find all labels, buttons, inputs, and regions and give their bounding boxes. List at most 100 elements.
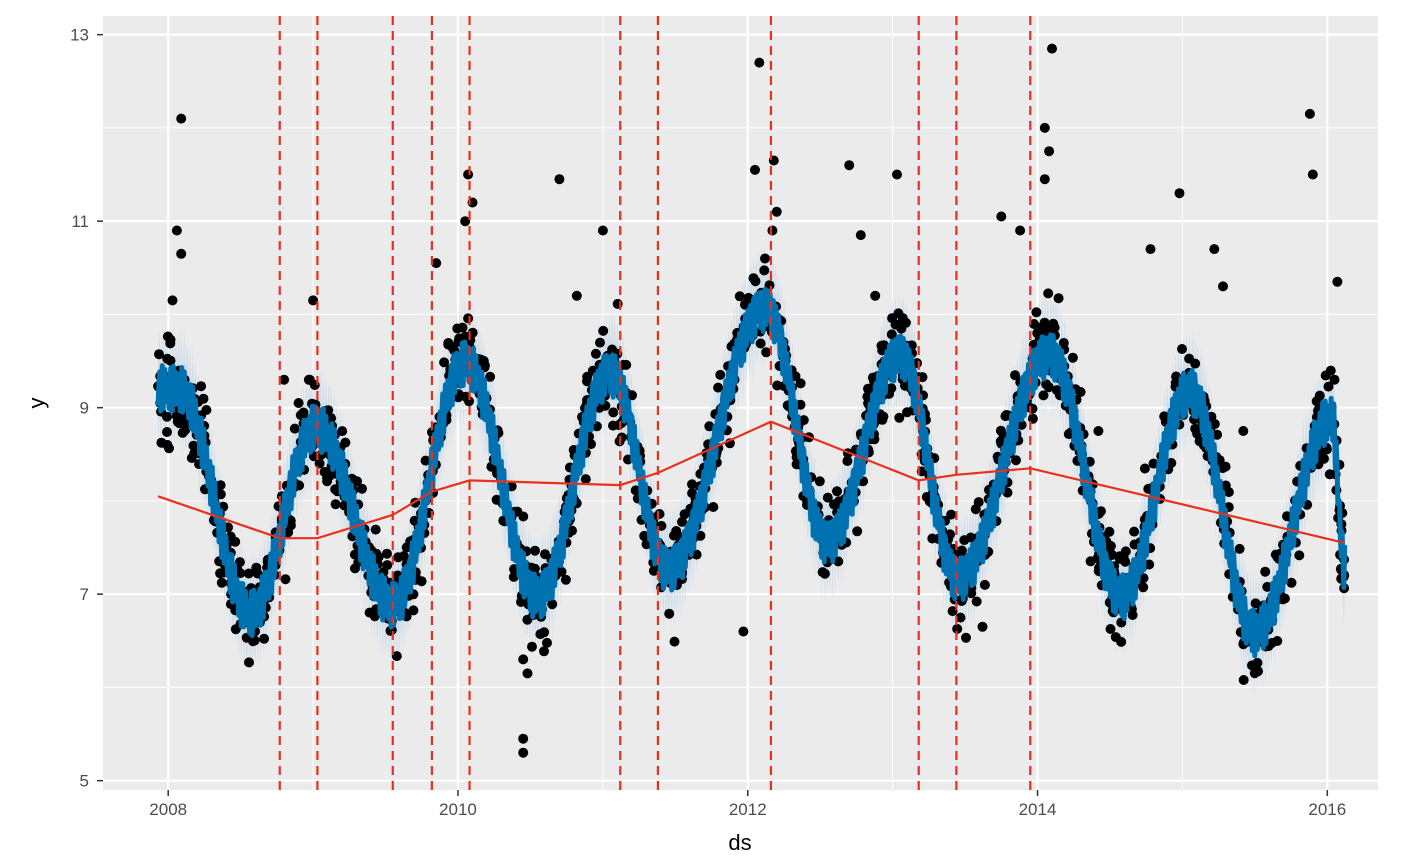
observed-point [1234, 543, 1245, 554]
observed-point [463, 169, 474, 180]
observed-point [760, 253, 770, 264]
observed-point [1084, 456, 1095, 467]
observed-point [1174, 188, 1185, 199]
observed-point [1260, 566, 1271, 577]
observed-point [1043, 288, 1054, 299]
observed-point [790, 371, 801, 382]
y-tick-label: 9 [80, 399, 89, 418]
observed-point [340, 437, 351, 448]
observed-point [518, 747, 529, 758]
observed-point [1038, 321, 1049, 332]
observed-point [995, 425, 1006, 436]
observed-point [862, 391, 873, 402]
observed-point [1105, 624, 1116, 634]
observed-point [162, 353, 173, 364]
observed-point [1031, 307, 1042, 318]
observed-point [1044, 146, 1055, 157]
observed-point [382, 560, 393, 571]
observed-point [855, 230, 866, 241]
x-tick-label: 2012 [729, 800, 767, 819]
observed-point [530, 545, 540, 556]
observed-point [188, 440, 199, 451]
y-axis-title: y [24, 398, 49, 409]
observed-point [1252, 657, 1263, 668]
observed-point [1286, 577, 1297, 588]
observed-point [1067, 352, 1078, 363]
observed-point [1319, 453, 1329, 464]
observed-point [1272, 636, 1283, 646]
observed-point [1262, 581, 1273, 592]
observed-point [1145, 244, 1156, 255]
observed-point [1053, 293, 1064, 304]
observed-point [542, 637, 552, 648]
observed-point [677, 516, 687, 527]
observed-point [186, 453, 197, 463]
observed-point [814, 476, 825, 487]
observed-point [1029, 319, 1039, 329]
observed-point [1323, 381, 1334, 392]
observed-point [886, 329, 897, 340]
observed-point [761, 347, 772, 358]
observed-point [1114, 551, 1125, 562]
observed-point [506, 481, 517, 492]
observed-point [902, 407, 913, 418]
observed-point [1249, 668, 1260, 679]
observed-point [518, 733, 529, 744]
observed-point [750, 164, 760, 175]
observed-point [518, 511, 529, 522]
observed-point [1209, 244, 1220, 255]
observed-point [370, 524, 381, 535]
x-tick-label: 2010 [439, 800, 477, 819]
observed-point [420, 455, 431, 466]
observed-point [1304, 108, 1315, 119]
observed-point [382, 548, 392, 559]
observed-point [357, 483, 367, 494]
observed-point [167, 295, 178, 306]
observed-point [946, 509, 957, 520]
observed-point [956, 545, 967, 556]
observed-point [977, 621, 988, 632]
observed-point [832, 486, 842, 497]
y-tick-label: 7 [80, 585, 89, 604]
observed-point [892, 169, 902, 180]
observed-point [630, 485, 641, 496]
observed-point [1218, 281, 1228, 292]
observed-point [1063, 429, 1074, 440]
observed-point [715, 369, 726, 380]
observed-point [165, 338, 176, 349]
y-tick-label: 13 [70, 26, 89, 45]
observed-point [457, 322, 468, 333]
observed-point [176, 113, 187, 124]
observed-point [1039, 174, 1050, 185]
observed-point [539, 646, 549, 657]
observed-point [560, 574, 571, 585]
observed-point [759, 265, 770, 276]
observed-point [955, 612, 966, 623]
observed-point [1139, 463, 1150, 474]
observed-point [522, 668, 533, 679]
observed-point [1148, 458, 1159, 469]
observed-point [248, 636, 258, 647]
observed-point [755, 338, 766, 349]
observed-point [216, 577, 227, 588]
observed-point [154, 349, 164, 360]
observed-point [1223, 487, 1234, 498]
observed-point [518, 654, 529, 665]
observed-point [289, 423, 300, 434]
x-axis-title: ds [728, 830, 751, 855]
observed-point [243, 568, 254, 579]
observed-point [330, 499, 341, 510]
y-tick-label: 11 [71, 212, 89, 231]
observed-point [1238, 426, 1249, 436]
observed-point [1192, 428, 1203, 439]
observed-point [621, 359, 632, 370]
observed-point [580, 474, 591, 485]
observed-point [708, 502, 719, 512]
observed-point [996, 211, 1007, 222]
observed-point [350, 563, 360, 574]
observed-point [177, 427, 188, 438]
observed-point [156, 437, 167, 448]
observed-point [215, 489, 226, 500]
y-tick-label: 5 [80, 772, 89, 791]
